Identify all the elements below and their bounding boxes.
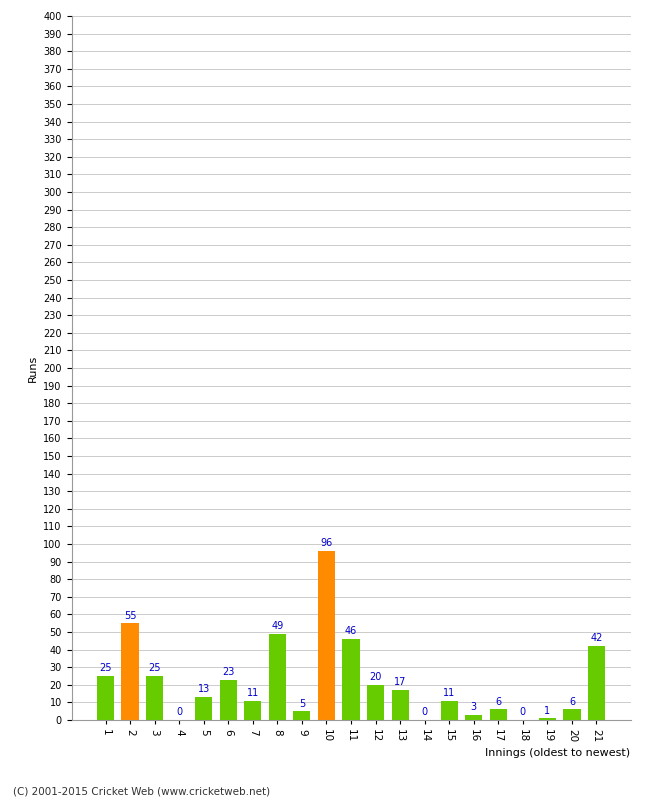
Text: 13: 13 (198, 685, 210, 694)
Text: 3: 3 (471, 702, 477, 712)
Bar (465, 714, 482, 720)
Bar (489, 710, 507, 720)
Bar (97, 676, 114, 720)
Text: 20: 20 (369, 672, 382, 682)
Bar (539, 718, 556, 720)
Text: 11: 11 (443, 688, 455, 698)
Text: 17: 17 (394, 678, 406, 687)
Bar (441, 701, 458, 720)
Text: 23: 23 (222, 667, 235, 677)
Bar (588, 646, 605, 720)
Bar (318, 551, 335, 720)
Text: 49: 49 (271, 621, 283, 631)
Text: 1: 1 (544, 706, 551, 715)
Bar (268, 634, 286, 720)
Bar (293, 711, 311, 720)
Text: (C) 2001-2015 Cricket Web (www.cricketweb.net): (C) 2001-2015 Cricket Web (www.cricketwe… (13, 786, 270, 796)
Text: 25: 25 (148, 663, 161, 674)
Text: 5: 5 (299, 698, 305, 709)
Text: 11: 11 (247, 688, 259, 698)
Text: 25: 25 (99, 663, 112, 674)
Text: 55: 55 (124, 610, 136, 621)
Text: 96: 96 (320, 538, 333, 549)
Bar (195, 697, 213, 720)
Bar (391, 690, 409, 720)
Text: 46: 46 (345, 626, 357, 637)
X-axis label: Innings (oldest to newest): Innings (oldest to newest) (486, 748, 630, 758)
Text: 6: 6 (569, 697, 575, 707)
Text: 0: 0 (520, 707, 526, 718)
Y-axis label: Runs: Runs (27, 354, 38, 382)
Text: 0: 0 (176, 707, 182, 718)
Bar (564, 710, 580, 720)
Bar (343, 639, 359, 720)
Text: 0: 0 (422, 707, 428, 718)
Text: 6: 6 (495, 697, 501, 707)
Bar (146, 676, 163, 720)
Text: 42: 42 (590, 634, 603, 643)
Bar (244, 701, 261, 720)
Bar (220, 679, 237, 720)
Bar (367, 685, 384, 720)
Bar (122, 623, 138, 720)
